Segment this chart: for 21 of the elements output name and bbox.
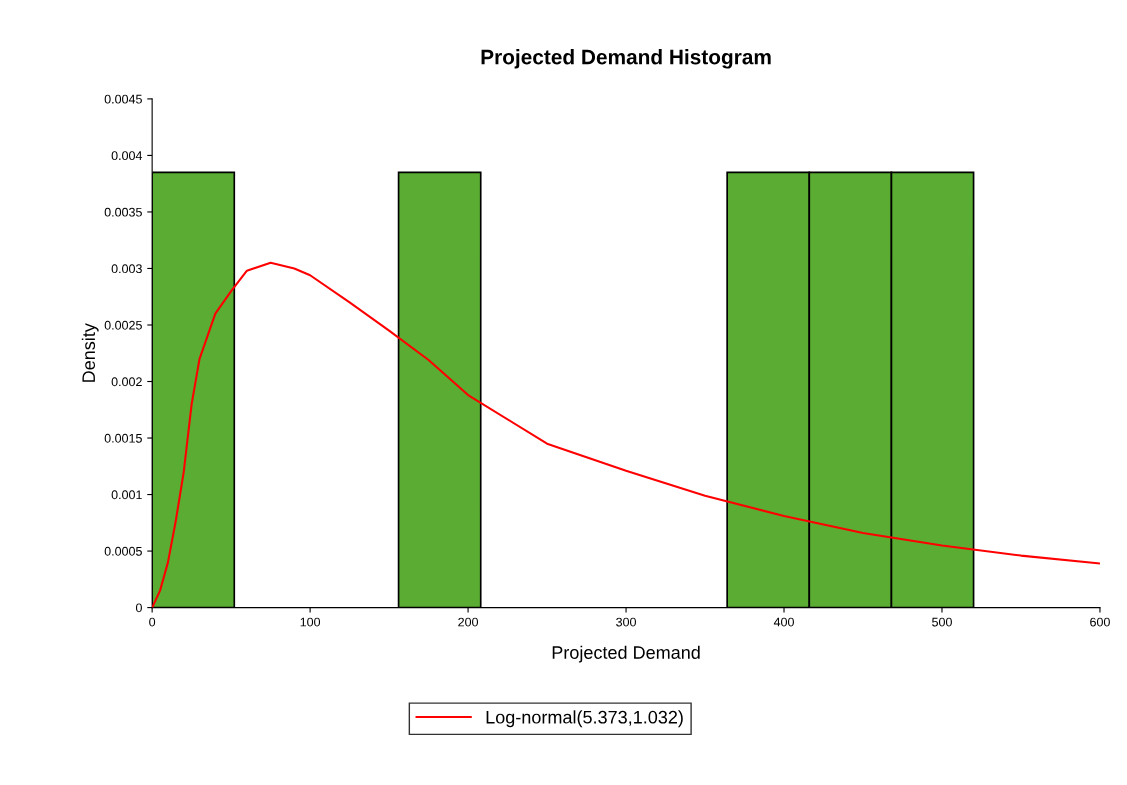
x-tick-label: 300 <box>616 617 636 627</box>
x-tick-label: 500 <box>932 617 952 627</box>
y-tick-label: 0 <box>135 603 142 613</box>
y-tick-label: 0.0045 <box>104 94 142 104</box>
y-tick-label: 0.002 <box>111 377 142 387</box>
chart-title: Projected Demand Histogram <box>481 49 771 69</box>
y-tick-label: 0.004 <box>111 151 143 161</box>
y-tick-label: 0.0005 <box>104 546 142 556</box>
y-tick-label: 0.0035 <box>104 207 142 217</box>
x-tick-label: 400 <box>773 617 794 627</box>
x-axis-title: Projected Demand <box>552 645 700 663</box>
y-tick-label: 0.001 <box>111 490 142 500</box>
y-axis-title: Density <box>81 323 99 382</box>
x-tick-label: 200 <box>458 617 479 627</box>
y-tick-label: 0.003 <box>111 264 142 274</box>
legend-label: Log-normal(5.373,1.032) <box>486 710 683 728</box>
x-tick-label: 0 <box>149 617 156 627</box>
x-tick-label: 100 <box>300 617 321 627</box>
y-tick-label: 0.0025 <box>104 320 142 330</box>
x-tick-label: 600 <box>1090 617 1110 627</box>
y-tick-label: 0.0015 <box>104 433 142 443</box>
